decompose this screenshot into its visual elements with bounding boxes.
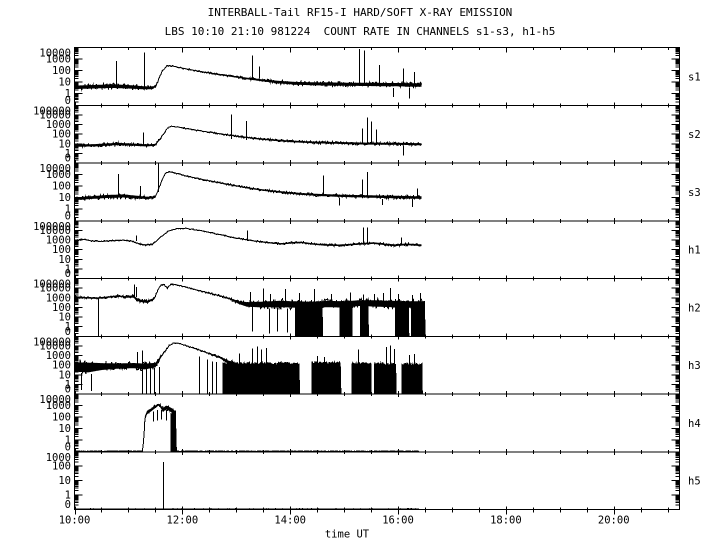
panel-label-h1: h1 — [688, 245, 701, 257]
x-tick-label: 14:00 — [274, 515, 306, 527]
y-tick-label: 10000 — [39, 394, 71, 406]
y-tick-label: 0 — [65, 441, 71, 453]
y-tick-label: 10 — [58, 423, 71, 435]
y-tick-label: 100 — [52, 244, 71, 256]
y-tick-label: 0 — [65, 326, 71, 338]
y-tick-label: 10 — [58, 77, 71, 89]
y-tick-label: 100000 — [33, 279, 71, 291]
y-tick-label: 1 — [65, 263, 71, 275]
y-tick-label: 1000 — [46, 400, 71, 412]
panel-label-s3: s3 — [688, 187, 701, 199]
chart-title: INTERBALL-Tail RF15-I HARD/SOFT X-RAY EM… — [207, 6, 513, 19]
y-tick-label: 1 — [65, 148, 71, 160]
data-block-h3 — [373, 361, 397, 395]
y-tick-label: 0 — [65, 384, 71, 396]
y-tick-label: 100000 — [33, 221, 71, 233]
data-trace-h4 — [74, 402, 420, 453]
panel-label-s2: s2 — [688, 129, 701, 141]
x-tick-label: 18:00 — [490, 515, 522, 527]
panel-label-s1: s1 — [688, 71, 701, 83]
data-trace-s2 — [74, 125, 422, 149]
y-tick-label: 1 — [65, 204, 71, 216]
x-axis-title: time UT — [325, 529, 370, 541]
panel-border-s1 — [74, 47, 680, 106]
y-tick-label: 10000 — [39, 48, 71, 60]
x-tick-label: 10:00 — [59, 515, 91, 527]
y-tick-label: 1 — [65, 321, 71, 333]
y-tick-label: 10000 — [39, 109, 71, 121]
y-tick-label: 1 — [65, 490, 71, 502]
y-tick-label: 0 — [65, 153, 71, 165]
data-band-h4 — [74, 403, 420, 452]
data-band-s2 — [74, 125, 422, 147]
x-tick-label: 16:00 — [382, 515, 414, 527]
data-trace-h2 — [74, 283, 426, 311]
y-tick-label: 1000 — [46, 350, 71, 362]
y-tick-label: 100 — [52, 302, 71, 314]
data-band-h3 — [74, 342, 236, 373]
panel-border-h4 — [74, 393, 680, 453]
panel-border-s3 — [74, 162, 680, 222]
panel-border-h1 — [74, 220, 680, 279]
y-tick-label: 0 — [65, 95, 71, 107]
y-tick-label: 10 — [58, 312, 71, 324]
y-tick-label: 10 — [58, 369, 71, 381]
y-tick-label: 100 — [52, 412, 71, 424]
data-band-s1 — [74, 65, 422, 90]
y-tick-label: 100000 — [33, 105, 71, 117]
y-tick-label: 0 — [65, 499, 71, 511]
y-tick-label: 100 — [52, 65, 71, 77]
data-trace-s3 — [74, 171, 422, 201]
y-tick-label: 10 — [58, 138, 71, 150]
y-tick-label: 100 — [52, 461, 71, 473]
y-tick-label: 10000 — [39, 340, 71, 352]
y-tick-label: 1 — [65, 379, 71, 391]
data-block-h3 — [351, 361, 372, 395]
y-tick-label: 100 — [52, 360, 71, 372]
y-tick-label: 1000 — [46, 292, 71, 304]
y-tick-label: 0 — [65, 268, 71, 280]
panel-border-h5 — [74, 451, 680, 510]
panel-label-h2: h2 — [688, 302, 701, 314]
y-tick-label: 10 — [58, 192, 71, 204]
panel-label-h3: h3 — [688, 360, 701, 372]
x-tick-label: 20:00 — [598, 515, 630, 527]
x-tick-label: 12:00 — [167, 515, 199, 527]
data-trace-h3 — [74, 342, 236, 375]
y-tick-label: 10000 — [39, 163, 71, 175]
y-tick-label: 10000 — [39, 225, 71, 237]
y-tick-label: 1 — [65, 435, 71, 447]
data-trace-s1 — [74, 64, 422, 92]
y-tick-label: 10000 — [39, 283, 71, 295]
y-tick-label: 100 — [52, 129, 71, 141]
chart-subtitle: LBS 10:10 21:10 981224 COUNT RATE IN CHA… — [164, 25, 556, 38]
data-block-h3 — [311, 360, 342, 395]
panel-border-h2 — [74, 278, 680, 337]
data-block-h3 — [401, 362, 423, 395]
panel-label-h5: h5 — [688, 476, 701, 488]
y-tick-label: 1000 — [46, 169, 71, 181]
y-tick-label: 1000 — [46, 235, 71, 247]
y-tick-label: 1000 — [46, 452, 71, 464]
y-tick-label: 0 — [65, 210, 71, 222]
y-tick-label: 1 — [65, 88, 71, 100]
y-tick-label: 10 — [58, 475, 71, 487]
panel-label-h4: h4 — [688, 418, 701, 430]
y-tick-label: 100000 — [33, 336, 71, 348]
y-tick-label: 1000 — [46, 119, 71, 131]
y-tick-label: 10 — [58, 254, 71, 266]
y-tick-label: 100 — [52, 181, 71, 193]
y-tick-label: 1000 — [46, 54, 71, 66]
